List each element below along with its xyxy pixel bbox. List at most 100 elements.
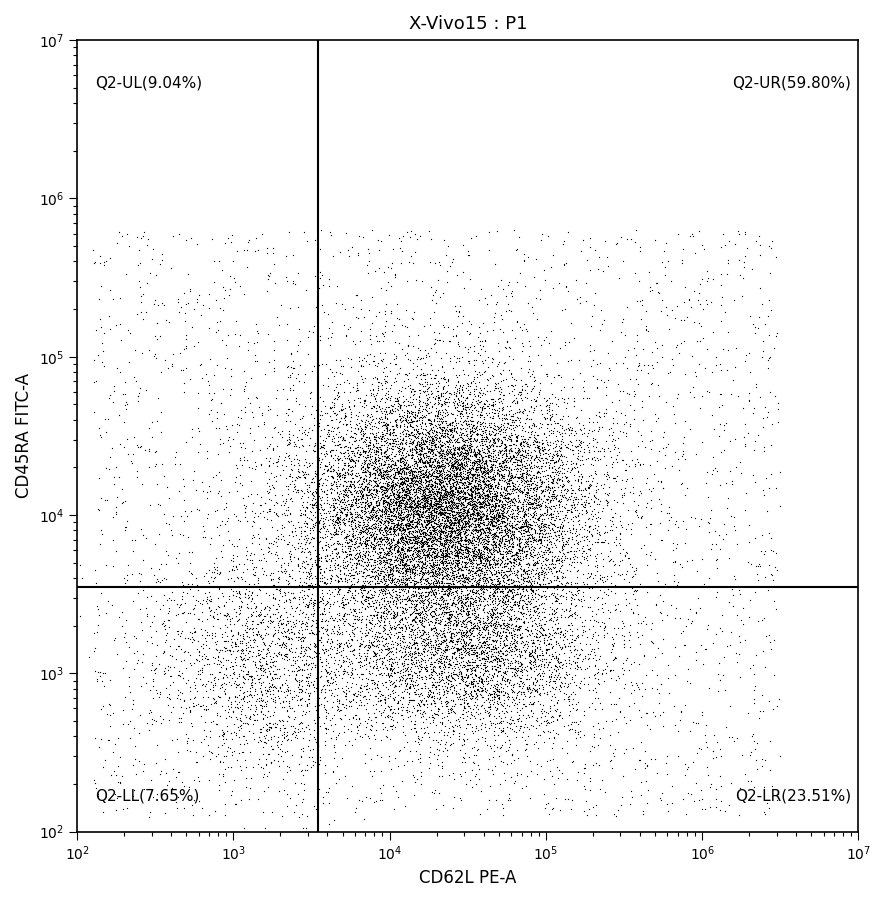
Point (400, 663, 414, 677)
Point (385, 640, 399, 655)
Point (386, 423, 400, 437)
Point (519, 611, 533, 625)
Point (319, 658, 333, 672)
Point (372, 521, 386, 536)
Point (476, 484, 490, 499)
Point (447, 456, 462, 470)
Point (450, 583, 464, 597)
Point (475, 436, 489, 450)
Point (519, 525, 533, 539)
Point (316, 593, 330, 607)
Point (502, 636, 517, 650)
Point (473, 560, 487, 575)
Point (563, 544, 578, 558)
Point (540, 456, 554, 470)
Point (439, 428, 454, 443)
Point (363, 650, 377, 665)
Point (478, 495, 492, 510)
Point (439, 485, 453, 500)
Point (488, 460, 502, 474)
Point (485, 461, 499, 475)
Point (358, 512, 372, 527)
Point (554, 527, 568, 541)
Point (454, 538, 468, 552)
Point (323, 636, 338, 650)
Point (439, 500, 454, 514)
Point (525, 569, 540, 584)
Point (222, 269, 237, 283)
Point (654, 497, 668, 511)
Point (514, 452, 528, 466)
Point (338, 571, 353, 585)
Point (348, 535, 362, 549)
Point (517, 535, 532, 549)
Point (503, 437, 517, 452)
Point (481, 441, 495, 456)
Point (468, 490, 482, 504)
Point (185, 430, 199, 445)
Point (327, 502, 341, 517)
Point (418, 655, 432, 669)
Point (436, 525, 450, 539)
Point (266, 658, 280, 672)
Point (462, 326, 477, 340)
Point (366, 371, 380, 385)
Point (301, 597, 315, 612)
Point (379, 449, 393, 464)
Point (608, 621, 622, 635)
Point (414, 441, 428, 456)
Point (430, 528, 444, 542)
Point (390, 587, 404, 602)
Point (236, 664, 250, 678)
Point (727, 734, 741, 749)
Point (644, 501, 658, 515)
Point (376, 643, 390, 658)
Point (519, 662, 533, 676)
Point (477, 482, 491, 496)
Point (446, 459, 460, 474)
Point (447, 480, 462, 494)
Point (438, 626, 452, 640)
Point (509, 437, 524, 452)
Point (372, 243, 386, 257)
Point (434, 428, 448, 443)
Point (455, 592, 470, 606)
Point (353, 404, 367, 419)
Point (516, 581, 530, 595)
Point (139, 601, 153, 615)
Point (429, 634, 443, 649)
Point (300, 649, 315, 664)
Point (443, 422, 457, 437)
Point (399, 461, 413, 475)
Point (654, 475, 668, 490)
Point (702, 570, 716, 584)
Point (515, 469, 529, 483)
Point (307, 605, 322, 620)
Point (355, 590, 369, 604)
Point (462, 450, 476, 465)
Point (214, 677, 229, 692)
Point (494, 466, 509, 481)
Point (400, 488, 415, 502)
Point (514, 714, 528, 729)
Point (415, 570, 429, 584)
Point (327, 430, 341, 445)
Point (582, 534, 596, 548)
Point (429, 566, 443, 581)
Point (345, 507, 359, 521)
Point (454, 645, 468, 659)
Point (372, 626, 386, 640)
Point (423, 435, 437, 449)
Point (477, 567, 491, 582)
Point (730, 537, 744, 551)
Point (525, 619, 540, 633)
Point (484, 686, 498, 701)
Point (527, 604, 541, 619)
Point (455, 601, 470, 615)
Point (408, 580, 422, 594)
Point (765, 568, 779, 583)
Point (283, 544, 297, 558)
Point (477, 480, 491, 494)
Point (389, 528, 403, 542)
Point (160, 658, 175, 673)
